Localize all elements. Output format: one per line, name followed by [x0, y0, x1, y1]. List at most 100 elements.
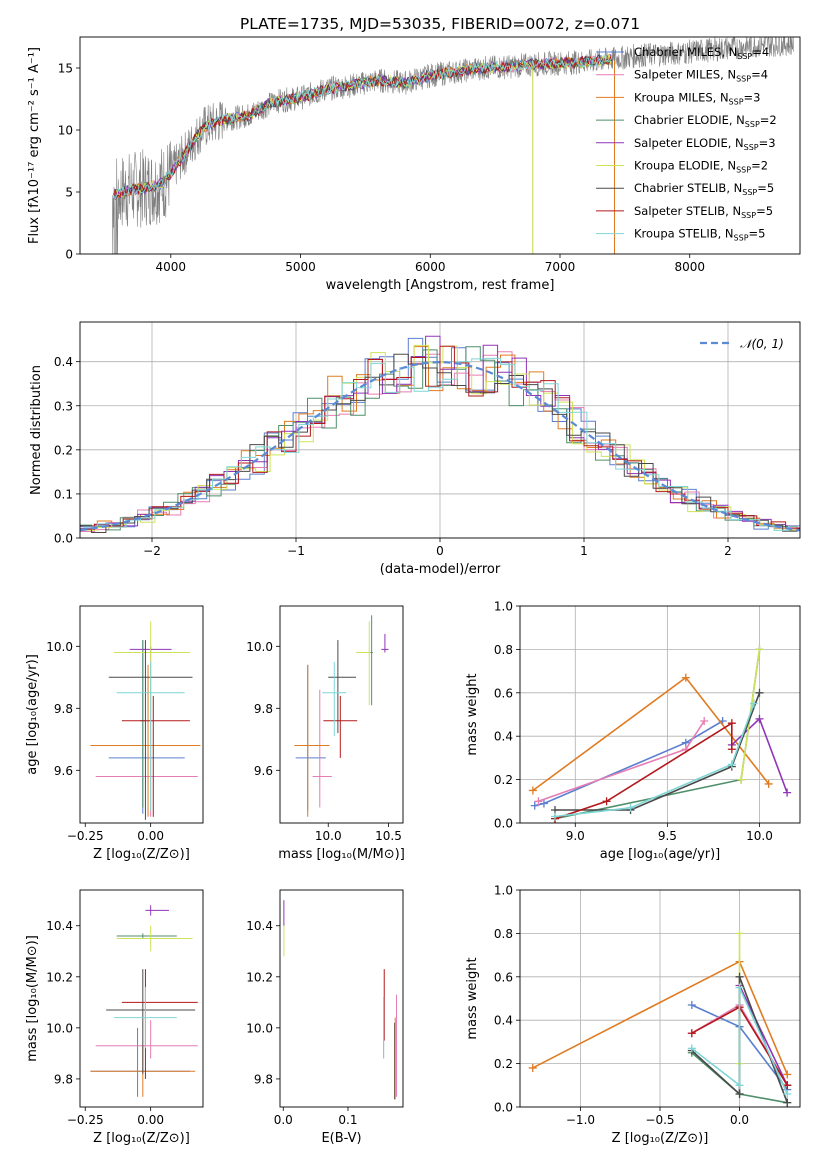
legend-subscript: SSP [734, 234, 749, 243]
legend-suffix: =5 [749, 227, 766, 241]
legend-entry: Salpeter STELIB, NSSP=5 [634, 204, 773, 220]
y-axis-label: mass weight [465, 673, 480, 755]
weight-line-8 [554, 703, 755, 818]
panel-weight_vs_Z: −1.0 −0.5 0.0 0.0 0.2 0.4 0.6 0.8 1.0 Z [log₁₀(Z/… [465, 884, 801, 1146]
y-tick-label: 0.3 [54, 399, 73, 413]
weight-marker [783, 1089, 792, 1098]
y-tick-label: 0.2 [54, 443, 73, 457]
weight-marker [727, 719, 736, 728]
plot-area-mass_vs_EBV [283, 900, 398, 1100]
x-tick-label: 0.0 [274, 1113, 293, 1127]
x-tick-label: 10.0 [315, 829, 342, 843]
legend-subscript: SSP [737, 52, 752, 61]
y-tick-label: 9.6 [54, 764, 73, 778]
x-tick-label: −2 [143, 544, 161, 558]
weight-line-8 [691, 987, 789, 1095]
legend-suffix: =3 [744, 90, 761, 104]
y-tick-label: 10.2 [246, 970, 273, 984]
y-tick-label: 10.0 [246, 1021, 273, 1035]
x-tick-label: 5000 [285, 260, 316, 274]
y-tick-label: 10.0 [46, 640, 73, 654]
weight-marker [735, 929, 744, 938]
y-tick-label: 9.8 [54, 702, 73, 716]
axes-frame [519, 605, 801, 824]
y-tick-label: 1.0 [494, 884, 513, 898]
weight-marker [534, 797, 543, 806]
axes-frame [279, 605, 404, 824]
weight-marker [681, 673, 690, 682]
weight-marker [602, 797, 611, 806]
weight-marker [783, 1098, 792, 1107]
y-axis-label: age [log₁₀(age/yr)] [25, 654, 40, 775]
panel-residuals: −2 −1 0 1 2 0.0 0.1 0.2 0.3 0.4 (data-model)/error… [29, 321, 801, 577]
weight-marker [528, 786, 537, 795]
y-tick-label: 10.4 [46, 919, 73, 933]
legend-suffix: =2 [751, 159, 768, 173]
legend-subscript: SSP [741, 211, 756, 220]
weight-marker [755, 714, 764, 723]
legend-entry: Chabrier MILES, NSSP=4 [634, 45, 769, 61]
x-tick-label: 0.0 [730, 1113, 749, 1127]
weight-marker [783, 1070, 792, 1079]
y-tick-label: 1.0 [494, 600, 513, 614]
y-tick-label: 0.4 [494, 1014, 513, 1028]
x-axis-label: E(B-V) [321, 1131, 361, 1146]
y-tick-label: 0 [65, 248, 73, 262]
weight-marker [687, 1044, 696, 1053]
y-tick-label: 9.8 [54, 1072, 73, 1086]
y-axis-label: mass weight [465, 957, 480, 1039]
x-tick-label: −0.25 [67, 1113, 104, 1127]
axes-frame [79, 605, 204, 824]
x-tick-label: 8000 [674, 260, 705, 274]
plot-area-weight_vs_Z [520, 890, 800, 1107]
axes-frame [79, 36, 801, 255]
weight-marker [783, 788, 792, 797]
y-tick-label: 0.1 [54, 487, 73, 501]
normal-curve [80, 360, 800, 532]
y-tick-label: 0.0 [494, 1101, 513, 1115]
legend-entry: Chabrier STELIB, NSSP=5 [634, 181, 774, 197]
y-tick-label: 10.4 [246, 919, 273, 933]
y-axis-label: Normed distribution [29, 365, 44, 495]
plot-area-age_vs_mass [294, 615, 389, 817]
y-tick-label: 10.2 [46, 970, 73, 984]
weight-marker [700, 717, 709, 726]
spectrum-model-6 [113, 54, 613, 201]
legend-subscript: SSP [742, 188, 757, 197]
spectrum-model-8 [113, 54, 613, 200]
x-tick-label: 0 [436, 544, 444, 558]
y-tick-label: 0.6 [494, 686, 513, 700]
x-axis-label: (data-model)/error [380, 562, 501, 577]
weight-marker [539, 799, 548, 808]
weight-marker [687, 1029, 696, 1038]
x-axis-label: mass [log₁₀(M/M⊙)] [278, 847, 405, 862]
legend-label: Salpeter ELODIE, N [634, 136, 744, 150]
legend-label: Kroupa STELIB, N [634, 227, 734, 241]
weight-marker [749, 699, 758, 708]
y-tick-label: 9.6 [254, 764, 273, 778]
plot-area-weight_vs_age [520, 606, 800, 823]
x-tick-label: 0.00 [137, 829, 164, 843]
legend-subscript: SSP [744, 143, 759, 152]
x-tick-label: −0.5 [645, 1113, 674, 1127]
legend-subscript: SSP [736, 166, 751, 175]
x-tick-label: 7000 [545, 260, 576, 274]
plot-area-residuals [80, 322, 800, 538]
x-axis-label: Z [log₁₀(Z/Z⊙)] [612, 1131, 709, 1146]
legend-label: Salpeter MILES, N [634, 68, 736, 82]
x-tick-label: 1 [580, 544, 588, 558]
legend-label: Chabrier STELIB, N [634, 181, 742, 195]
y-tick-label: 5 [65, 186, 73, 200]
weight-marker [783, 1081, 792, 1090]
panel-age_vs_mass: 10.0 10.5 9.6 9.8 10.0 mass [log₁₀(M/M⊙)] [246, 605, 405, 862]
legend-entry: Salpeter MILES, NSSP=4 [634, 68, 768, 84]
y-tick-label: 0.0 [54, 532, 73, 546]
axes-frame [79, 321, 801, 539]
legend-label: Kroupa ELODIE, N [634, 159, 736, 173]
y-tick-label: 0.8 [494, 927, 513, 941]
weight-marker [755, 688, 764, 697]
weight-marker [755, 645, 764, 654]
weight-marker [737, 775, 746, 784]
